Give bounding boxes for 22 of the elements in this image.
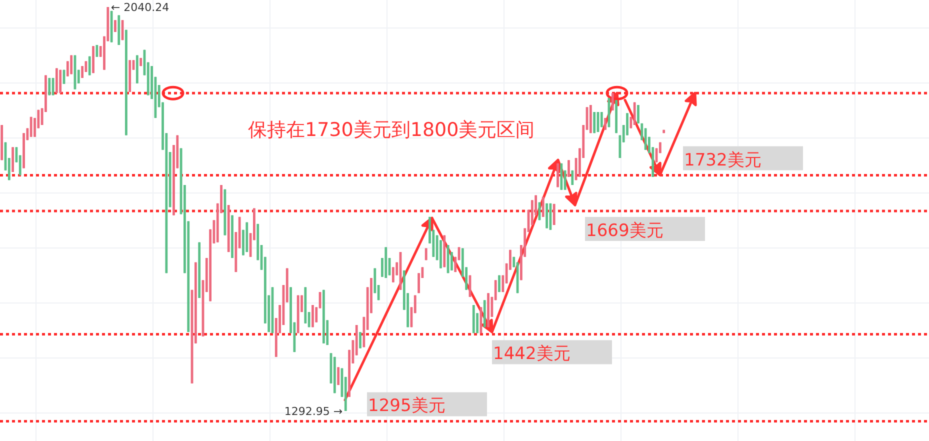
ref-line-label: 1669美元 [586,220,664,241]
annotation: 保持在1730美元到1800美元区间 [248,119,535,141]
candlestick [30,116,32,138]
candlestick [611,92,614,111]
candlestick [337,366,340,386]
candlestick [70,54,73,75]
candlestick [593,112,596,134]
annotation: ← 2040.24 [110,1,170,14]
candlestick [571,170,574,186]
annotation: 1292.95 → [284,405,343,418]
candlestick [542,196,544,218]
candlestick [312,304,314,328]
ref-line-label: 1732美元 [684,150,762,170]
candlestick [600,112,603,128]
candlestick [637,104,640,124]
candlestick [48,77,51,96]
candlestick [392,266,394,283]
ref-line-label: 1295美元 [368,396,446,416]
candlestick [568,160,570,178]
candlestick [633,102,636,126]
candlestick [359,332,362,349]
ref-line-label: 1442美元 [493,344,570,364]
